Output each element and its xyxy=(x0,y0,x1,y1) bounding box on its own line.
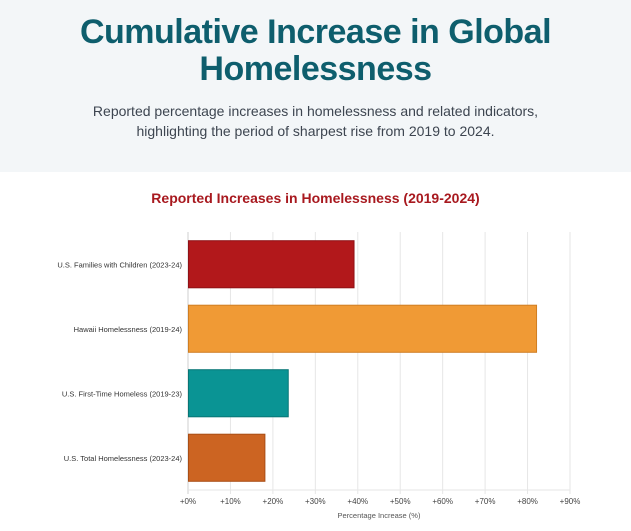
chart-title: Reported Increases in Homelessness (2019… xyxy=(151,190,480,206)
x-tick-label: +40% xyxy=(347,497,368,506)
y-tick-label: U.S. First-Time Homeless (2019-23) xyxy=(62,389,183,398)
y-tick-label: U.S. Families with Children (2023-24) xyxy=(57,260,182,269)
x-tick-label: +30% xyxy=(305,497,326,506)
bar xyxy=(188,369,289,418)
x-tick-label: +70% xyxy=(475,497,496,506)
x-tick-label: +20% xyxy=(263,497,284,506)
bar xyxy=(188,240,355,289)
bar xyxy=(188,304,538,353)
x-tick-label: +50% xyxy=(390,497,411,506)
x-tick-label: +60% xyxy=(432,497,453,506)
x-axis-label: Percentage Increase (%) xyxy=(338,511,421,520)
x-tick-label: +10% xyxy=(220,497,241,506)
y-tick-label: U.S. Total Homelessness (2023-24) xyxy=(64,454,183,463)
page-title: Cumulative Increase in Global Homelessne… xyxy=(79,13,552,88)
x-tick-label: +0% xyxy=(180,497,196,506)
x-tick-label: +90% xyxy=(560,497,581,506)
chart-card: Reported Increases in Homelessness (2019… xyxy=(0,172,631,531)
bar-chart: +0% +10% +20% +30% +40% +50% +60% +70% +80% +90% U… xyxy=(57,232,581,520)
bar xyxy=(188,433,266,482)
page-subtitle: Reported percentage increases in homeles… xyxy=(92,103,539,139)
header: Cumulative Increase in Global Homelessne… xyxy=(0,0,631,172)
x-tick-label: +80% xyxy=(517,497,538,506)
y-tick-label: Hawaii Homelessness (2019-24) xyxy=(74,325,183,334)
